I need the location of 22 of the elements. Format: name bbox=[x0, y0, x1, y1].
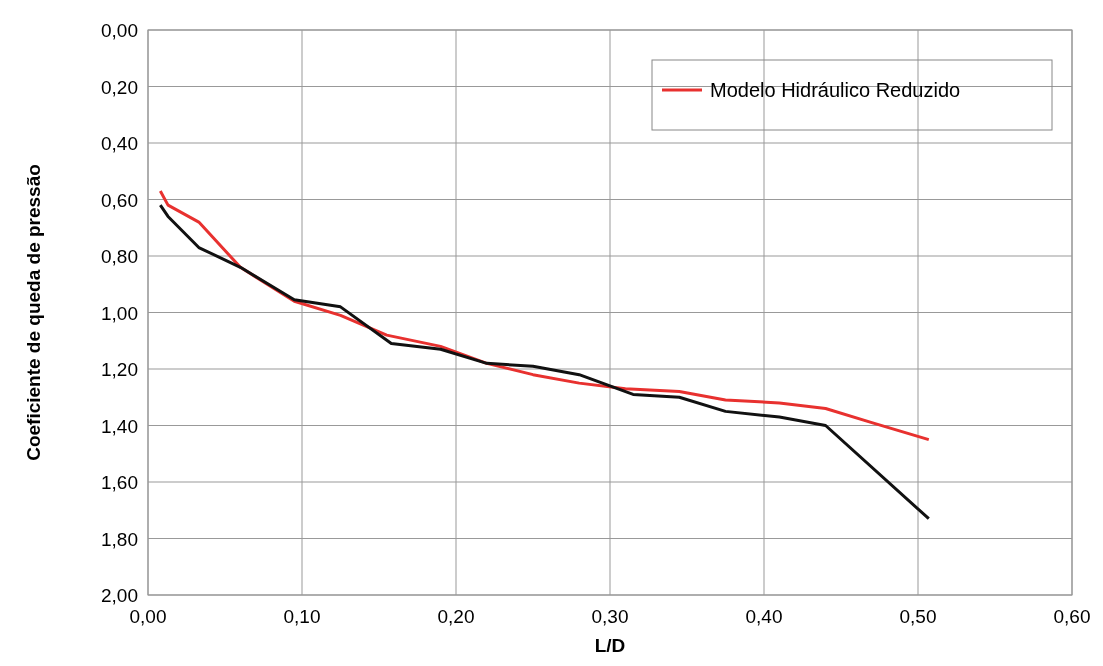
line-series bbox=[158, 203, 931, 521]
y-axis-title: Coeficiente de queda de pressão bbox=[23, 164, 44, 461]
y-tick-label: 0,80 bbox=[101, 246, 138, 267]
x-axis-title: L/D bbox=[594, 635, 626, 656]
y-tick-label: 1,00 bbox=[101, 302, 138, 324]
y-tick-label: 0,00 bbox=[101, 20, 138, 41]
y-tick-label: 1,60 bbox=[101, 472, 138, 493]
x-tick-label: 0,50 bbox=[899, 606, 937, 627]
x-tick-label: 0,20 bbox=[437, 606, 475, 627]
y-tick-label: 0,40 bbox=[101, 133, 138, 154]
x-tick-label: 0,10 bbox=[283, 606, 321, 627]
y-tick-label: 1,40 bbox=[101, 415, 138, 437]
x-tick-label: 0,40 bbox=[745, 606, 783, 627]
y-tick-label: 0,20 bbox=[101, 76, 138, 98]
y-tick-label: 0,60 bbox=[101, 189, 138, 211]
x-tick-label: 0,30 bbox=[591, 606, 629, 627]
x-tick-label: 0,00 bbox=[129, 606, 167, 627]
y-tick-label: 1,20 bbox=[101, 359, 138, 380]
x-tick-label: 0,60 bbox=[1053, 606, 1091, 627]
y-tick-label: 2,00 bbox=[101, 585, 138, 606]
legend-label: Modelo Hidráulico Reduzido bbox=[710, 79, 961, 101]
y-tick-label: 1,80 bbox=[101, 528, 138, 550]
